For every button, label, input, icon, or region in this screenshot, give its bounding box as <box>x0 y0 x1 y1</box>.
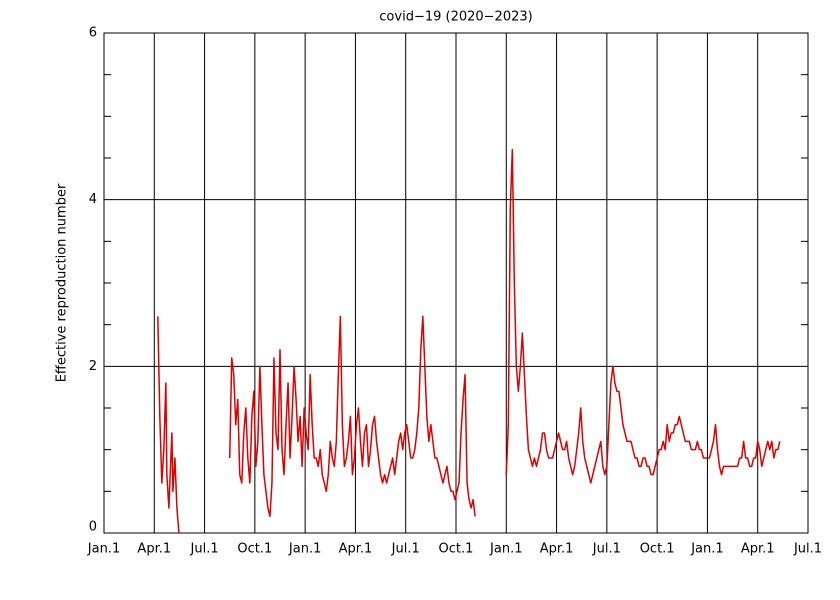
x-tick-label: Oct.1 <box>640 542 675 557</box>
y-tick-label: 0 <box>89 520 97 535</box>
y-tick-label: 6 <box>89 26 97 41</box>
chart-title: covid−19 (2020−2023) <box>379 10 532 25</box>
x-tick-label: Jul.1 <box>391 542 420 557</box>
x-tick-label: Oct.1 <box>237 542 272 557</box>
plot-frame <box>103 32 809 534</box>
x-tick-label: Jul.1 <box>793 542 822 557</box>
x-tick-label: Jan.1 <box>489 542 522 557</box>
x-tick-label: Jan.1 <box>288 542 321 557</box>
x-tick-label: Jul.1 <box>592 542 621 557</box>
y-tick-label: 4 <box>89 192 97 207</box>
x-tick-label: Apr.1 <box>540 542 574 557</box>
x-tick-label: Apr.1 <box>339 542 373 557</box>
x-tick-label: Apr.1 <box>741 542 775 557</box>
data-line <box>157 148 781 534</box>
y-tick-label: 2 <box>89 359 97 374</box>
x-tick-label: Jul.1 <box>190 542 219 557</box>
x-tick-label: Apr.1 <box>137 542 171 557</box>
x-tick-label: Jan.1 <box>690 542 723 557</box>
y-axis-label: Effective reproduction number <box>55 183 70 382</box>
x-tick-label: Oct.1 <box>439 542 474 557</box>
x-tick-label: Jan.1 <box>87 542 120 557</box>
